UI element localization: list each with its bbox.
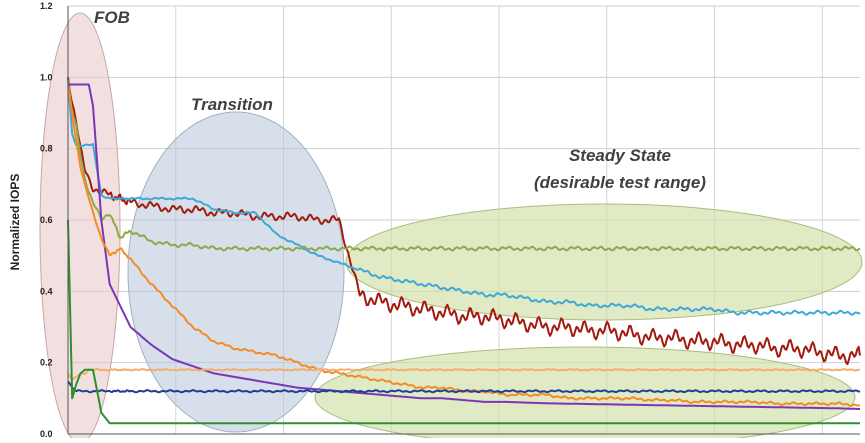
y-tick-label: 0.4	[40, 286, 53, 296]
steady-state-sublabel: (desirable test range)	[534, 173, 706, 192]
series-line-7	[67, 380, 861, 394]
series-line-4	[68, 83, 860, 410]
y-tick-label: 0.2	[40, 358, 53, 368]
fob-region	[39, 12, 121, 443]
y-tick-labels: 0.0 0.2 0.4 0.6 0.8 1.0 1.2	[40, 1, 53, 439]
y-tick-label: 0.6	[40, 215, 53, 225]
series-line-3	[67, 80, 861, 252]
y-axis-label: Normalized IOPS	[8, 174, 22, 271]
y-tick-label: 0.8	[40, 144, 53, 154]
series-line-2	[67, 80, 861, 316]
series-line-1	[67, 77, 861, 366]
series-line-6	[67, 368, 860, 382]
y-tick-label: 1.2	[40, 1, 53, 11]
series-group	[67, 77, 861, 425]
transition-label: Transition	[191, 95, 273, 114]
transition-region	[127, 111, 345, 433]
steady-state-label: Steady State	[569, 146, 671, 165]
series-line-8	[67, 219, 860, 425]
y-tick-label: 1.0	[40, 72, 53, 82]
fob-label: FOB	[94, 8, 130, 27]
y-tick-label: 0.0	[40, 429, 53, 438]
